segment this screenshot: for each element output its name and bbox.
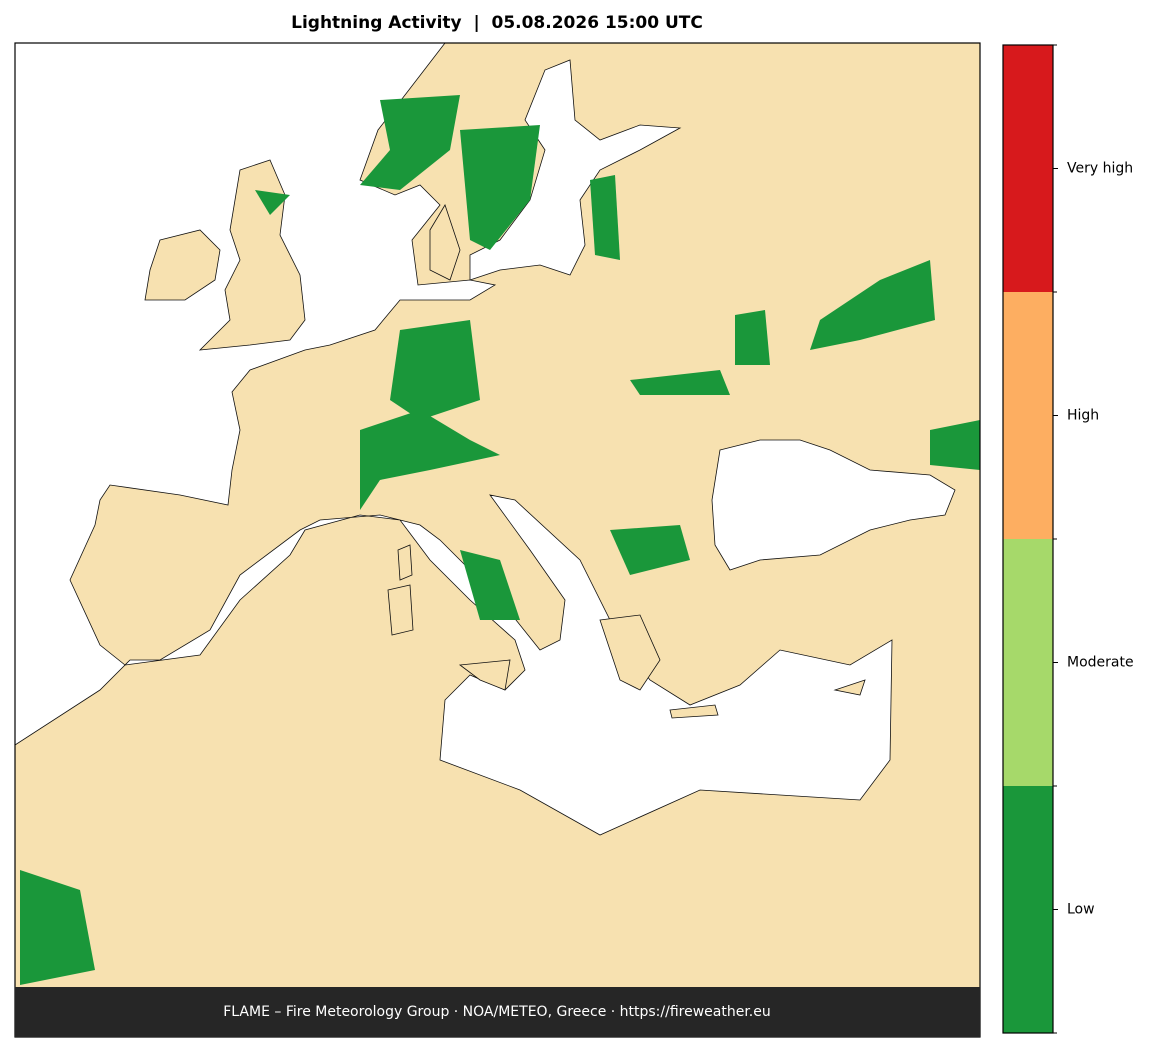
mediterranean: [123, 494, 893, 836]
britain: [198, 159, 306, 351]
map: [15, 43, 980, 1037]
greece: [599, 614, 661, 691]
sicily: [458, 659, 511, 691]
cyprus: [833, 679, 866, 696]
crete: [669, 704, 719, 719]
atlantic-north-sea: [15, 43, 497, 746]
corsica: [397, 544, 413, 581]
colorbar-segment: [1003, 539, 1053, 786]
colorbar-segment: [1003, 292, 1053, 539]
colorbar-segment: [1003, 786, 1053, 1033]
black-sea: [711, 439, 956, 571]
baltic: [469, 59, 682, 281]
sardinia: [387, 584, 414, 636]
colorbar-frame: [1002, 44, 1054, 1034]
lightning-areas: [20, 95, 980, 985]
footer-band: [15, 987, 980, 1037]
colorbar-label: High: [1067, 408, 1099, 424]
colorbar: Low Moderate High Very high: [1002, 44, 1134, 1034]
denmark: [429, 204, 461, 281]
colorbar-segment: [1003, 45, 1053, 292]
title: Lightning Activity | 05.08.2026 15:00 UT…: [291, 13, 703, 33]
colorbar-label: Very high: [1067, 161, 1133, 177]
ireland: [144, 229, 221, 301]
colorbar-label: Moderate: [1067, 655, 1134, 671]
footer-text: FLAME – Fire Meteorology Group · NOA/MET…: [223, 1004, 771, 1020]
colorbar-label: Low: [1067, 902, 1095, 918]
